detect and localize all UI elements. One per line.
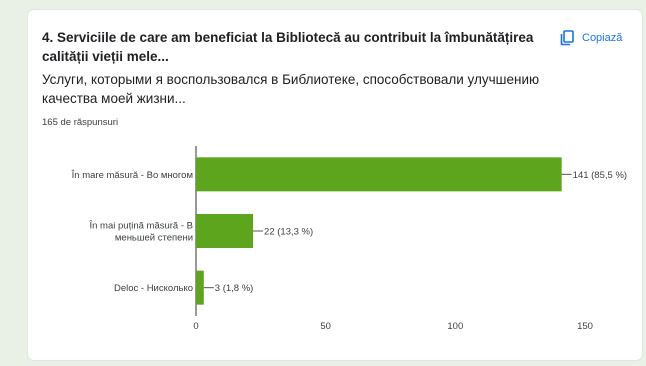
response-count: 165 de răspunsuri — [42, 117, 119, 128]
x-tick-label: 100 — [447, 321, 463, 332]
category-label: În mare măsură - Во многом — [71, 170, 193, 181]
data-label: 3 (1,8 %) — [215, 283, 254, 294]
question-title: 4. Serviciile de care am beneficiat la B… — [42, 30, 534, 64]
bar — [196, 214, 254, 248]
x-tick-label: 0 — [193, 321, 198, 332]
bar — [196, 270, 204, 305]
category-label: În mai puțină măsură - В — [89, 221, 194, 232]
bar — [196, 157, 562, 192]
category-label: меньшей степени — [115, 233, 193, 244]
x-tick-label: 50 — [320, 321, 331, 332]
copy-button[interactable]: Copiază — [560, 30, 622, 46]
question-subtitle: Услуги, которыми я воспользовался в Библ… — [42, 72, 540, 106]
data-label: 22 (13,3 %) — [264, 227, 313, 238]
copy-icon — [560, 30, 574, 46]
data-label: 141 (85,5 %) — [573, 170, 627, 181]
x-tick-label: 150 — [577, 321, 593, 332]
category-label: Deloc - Нисколько — [114, 283, 193, 294]
copy-button-label: Copiază — [582, 32, 623, 44]
